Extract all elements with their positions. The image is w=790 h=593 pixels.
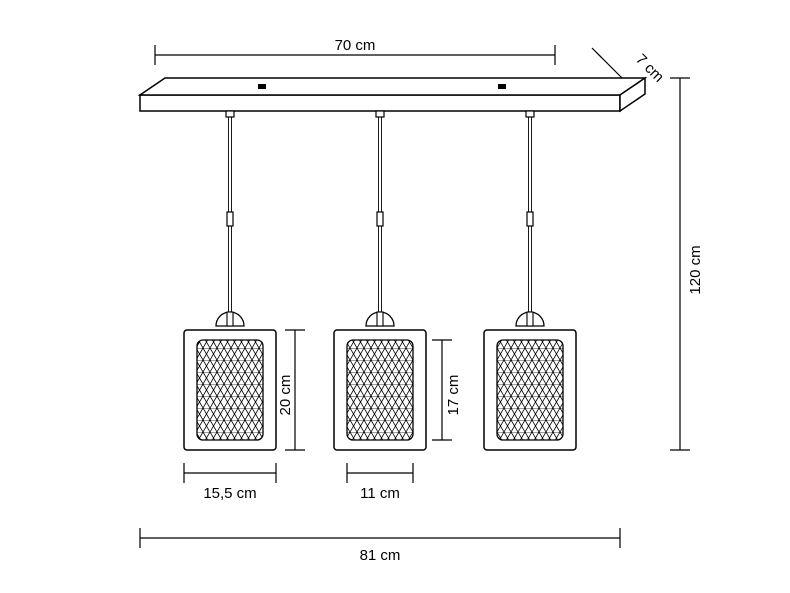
label-shade-outer-h: 20 cm [277, 375, 294, 416]
dim-shade-outer-width: 15,5 cm [184, 463, 276, 502]
dim-total-height: 120 cm [670, 78, 704, 450]
pendant [184, 111, 276, 450]
label-shade-inner-h: 17 cm [445, 375, 462, 416]
label-shade-outer-w: 15,5 cm [203, 485, 256, 502]
label-width-top: 70 cm [335, 37, 376, 54]
dim-shade-outer-height: 20 cm [277, 330, 305, 450]
label-shade-inner-w: 11 cm [360, 485, 400, 502]
dim-shade-inner-width: 11 cm [347, 463, 413, 502]
dim-shade-inner-height: 17 cm [432, 340, 462, 440]
label-total-width: 81 cm [360, 547, 401, 564]
pendant [334, 111, 426, 450]
ceiling-mount [140, 78, 645, 111]
dim-width-top: 70 cm [155, 37, 555, 65]
dim-total-width: 81 cm [140, 528, 620, 564]
pendant [484, 111, 576, 450]
label-total-height: 120 cm [687, 245, 704, 294]
